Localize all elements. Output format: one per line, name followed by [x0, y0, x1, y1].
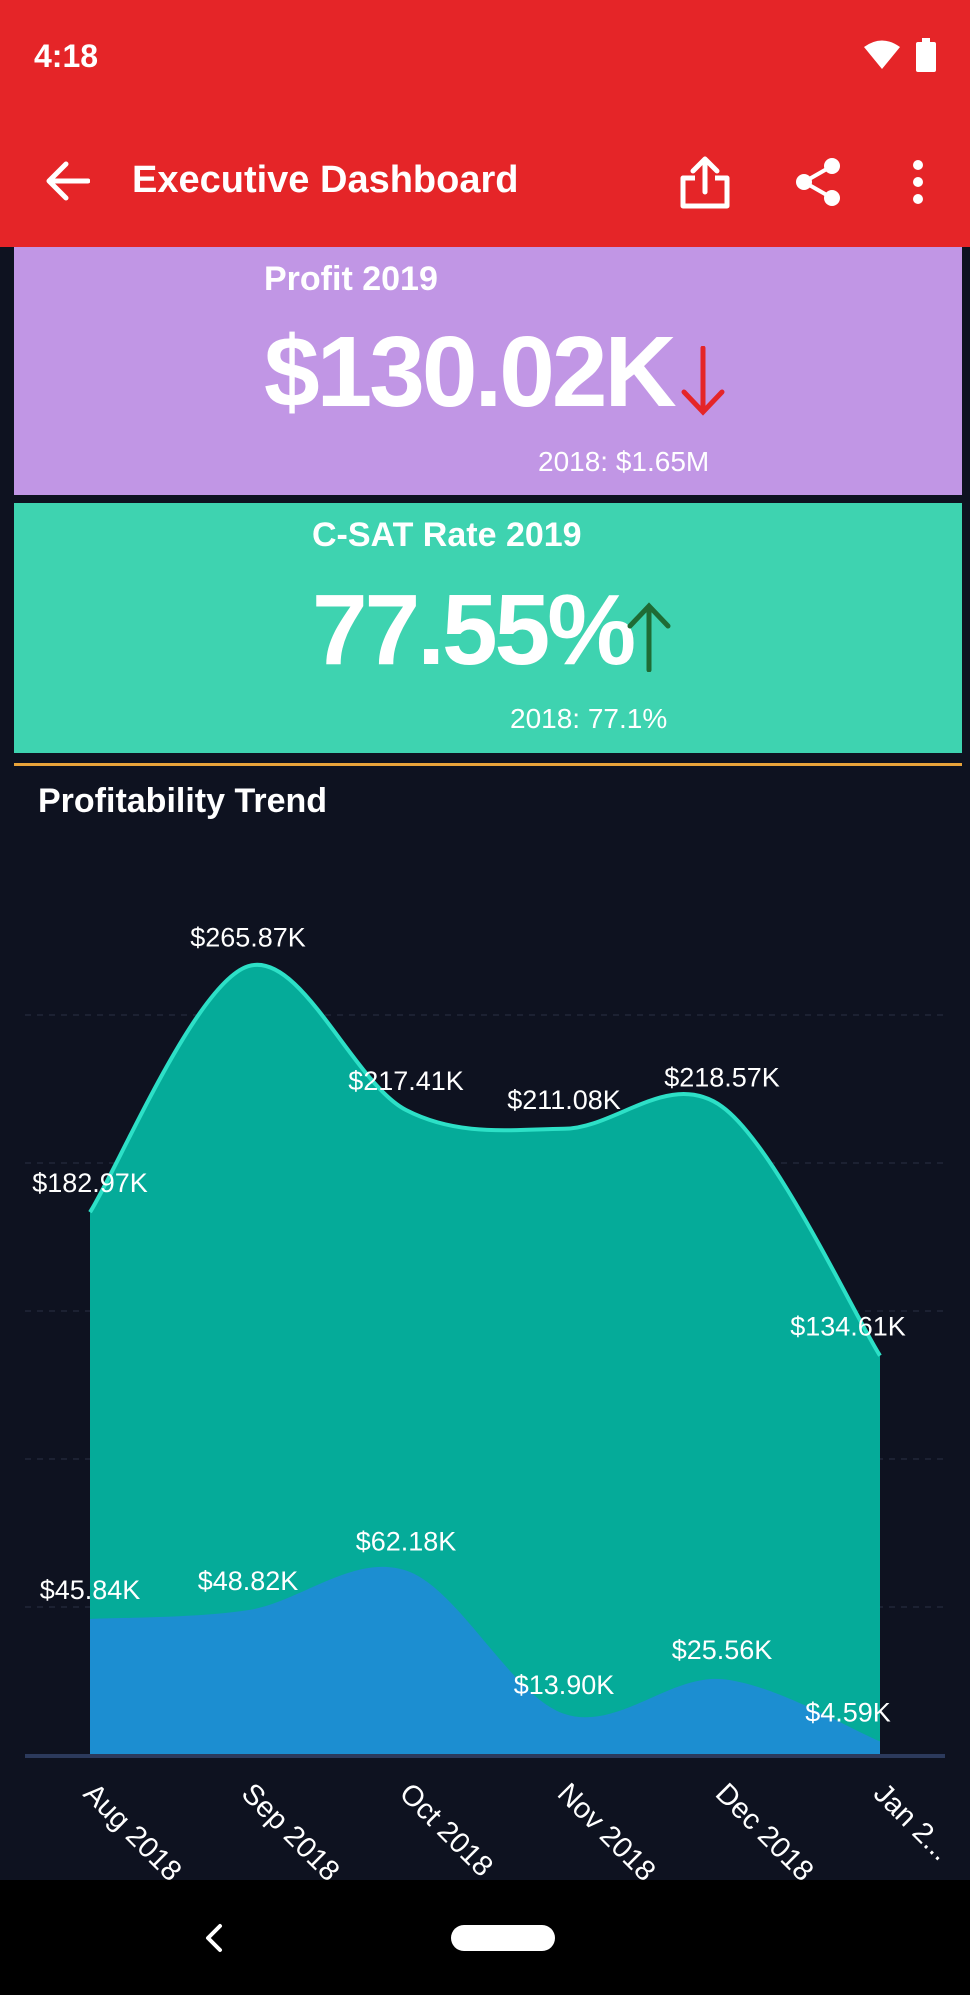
- battery-icon: [916, 37, 936, 77]
- back-button[interactable]: [28, 148, 108, 218]
- data-label: $218.57K: [664, 1063, 780, 1093]
- kpi-comparison: 2018: 77.1%: [510, 703, 668, 734]
- nav-back-icon: [206, 1924, 222, 1952]
- page-title: Executive Dashboard: [132, 159, 519, 201]
- navigation-bar: [0, 1880, 970, 1995]
- profit-kpi-card[interactable]: Profit 2019 $130.02K 2018: $1.65M: [14, 247, 962, 495]
- export-icon: [677, 154, 733, 215]
- share-button[interactable]: [778, 144, 858, 224]
- data-label: $134.61K: [790, 1312, 906, 1342]
- csat-kpi-card[interactable]: C-SAT Rate 2019 77.55% 2018: 77.1%: [14, 503, 962, 753]
- data-label: $62.18K: [356, 1527, 457, 1557]
- frame-border: [970, 0, 977, 2000]
- series-area-1[interactable]: [90, 1566, 880, 1755]
- data-label: $25.56K: [672, 1635, 773, 1665]
- arrow-down-icon: [680, 345, 726, 421]
- chart-title: Profitability Trend: [38, 782, 328, 820]
- status-time: 4:18: [34, 38, 99, 74]
- divider: [14, 763, 962, 766]
- series-area-0[interactable]: [90, 964, 880, 1755]
- x-tick-label: Aug 2018: [77, 1777, 187, 1880]
- kpi-title: Profit 2019: [264, 260, 438, 298]
- app-header: 4:18 Executive Dashboard: [0, 0, 970, 247]
- kpi-value: $130.02K: [264, 316, 677, 428]
- data-label: $211.08K: [507, 1085, 621, 1115]
- arrow-left-icon: [46, 161, 91, 206]
- share-icon: [794, 157, 842, 212]
- more-vert-icon: [911, 159, 925, 210]
- x-tick-label: Jan 2...: [867, 1777, 957, 1867]
- home-pill-icon[interactable]: [451, 1925, 555, 1951]
- kpi-comparison: 2018: $1.65M: [538, 446, 710, 477]
- data-label: $182.97K: [32, 1168, 148, 1198]
- status-icons: [864, 37, 936, 77]
- data-label: $4.59K: [805, 1697, 891, 1727]
- export-button[interactable]: [665, 144, 745, 224]
- kpi-title: C-SAT Rate 2019: [312, 516, 582, 554]
- x-tick-label: Oct 2018: [393, 1777, 499, 1880]
- kpi-value: 77.55%: [312, 574, 636, 686]
- data-label: $48.82K: [198, 1566, 299, 1596]
- data-label: $265.87K: [190, 922, 306, 952]
- data-label: $217.41K: [348, 1066, 464, 1096]
- x-tick-label: Sep 2018: [235, 1777, 345, 1880]
- profitability-trend-chart[interactable]: $182.97K $265.87K $217.41K $211.08K $218.57K…: [0, 0, 970, 1880]
- nav-back-button[interactable]: [190, 1910, 240, 1966]
- more-options-button[interactable]: [878, 144, 958, 224]
- wifi-icon: [864, 40, 900, 75]
- x-tick-label: Dec 2018: [709, 1777, 819, 1880]
- series-line-0: [88, 962, 882, 1357]
- data-label: $13.90K: [514, 1670, 615, 1700]
- arrow-up-icon: [626, 602, 672, 677]
- data-label: $45.84K: [40, 1575, 141, 1605]
- x-tick-label: Nov 2018: [551, 1777, 661, 1880]
